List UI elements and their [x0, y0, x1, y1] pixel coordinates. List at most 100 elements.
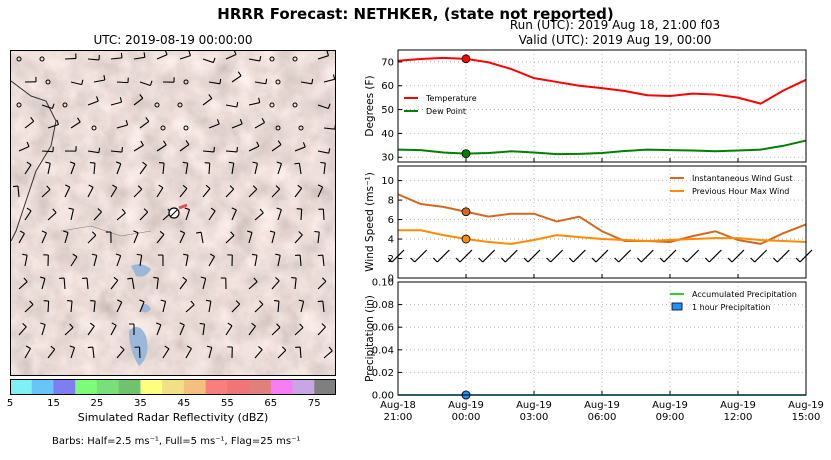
x-tick-label: 09:00	[656, 412, 685, 423]
current-time-marker	[461, 234, 471, 244]
wind-barb-flag	[19, 230, 25, 234]
wind-barb-flag	[795, 257, 801, 263]
wind-barb	[110, 325, 117, 336]
wind-barb	[225, 104, 237, 108]
colorbar-cell	[75, 379, 98, 395]
wind-barb	[277, 300, 280, 313]
plot-frame	[397, 165, 807, 279]
wind-barb-flag	[145, 117, 150, 122]
colorbar-cell	[96, 379, 120, 395]
colorbar-cell	[249, 379, 272, 395]
wind-barb	[254, 81, 266, 85]
wind-barb	[708, 249, 722, 263]
wind-barb-flag	[252, 161, 258, 164]
wind-barb	[294, 187, 303, 198]
x-tick-label: 12:00	[724, 412, 753, 423]
wind-barb-flag	[239, 118, 243, 125]
wind-barb	[156, 234, 165, 244]
wind-barb	[294, 327, 304, 336]
wind-barb-flag	[320, 161, 326, 164]
wind-barb-flag	[22, 253, 28, 256]
wind-barb-flag	[143, 208, 149, 213]
wind-barb-flag	[614, 257, 620, 263]
wind-barb	[300, 301, 305, 313]
wind-barb	[185, 255, 189, 267]
wind-barb-flag	[317, 254, 323, 257]
wind-barb-flag	[265, 78, 268, 84]
wind-barb-flag	[179, 322, 185, 326]
legend-label: Previous Hour Max Wind	[692, 187, 789, 196]
wind-barb-flag	[294, 162, 300, 165]
wind-barb	[156, 278, 159, 290]
wind-barb	[317, 104, 329, 110]
wind-barb-flag	[184, 207, 190, 211]
y-tick-label: 6	[388, 215, 394, 226]
wind-barb-flag	[142, 161, 147, 166]
wind-barb	[248, 145, 260, 152]
wind-barb	[208, 123, 220, 129]
wind-barb	[139, 211, 149, 221]
calm-marker	[183, 79, 189, 85]
wind-barb	[87, 58, 100, 61]
wind-barb-flag	[500, 257, 506, 263]
wind-barb-flag	[117, 299, 123, 303]
wind-barb	[139, 301, 145, 313]
wind-barb-flag	[25, 345, 31, 349]
wind-barb	[17, 185, 20, 198]
wind-barb	[231, 75, 242, 83]
colorbar-cell	[10, 379, 33, 395]
wind-barb-flag	[327, 103, 331, 109]
wind-barb-flag	[22, 323, 27, 328]
wind-barb	[248, 188, 258, 198]
colorbar-tick-label: 55	[220, 398, 234, 409]
wind-barb-flag	[326, 51, 330, 56]
legend-label: 1 hour Precipitation	[692, 303, 771, 312]
wind-barb-flag	[30, 116, 35, 122]
wind-barb	[254, 255, 258, 267]
wind-barb-flag	[317, 300, 323, 303]
wind-barb	[436, 249, 450, 263]
wind-barb-flag	[281, 346, 287, 351]
wind-barb	[294, 278, 297, 290]
calm-marker	[16, 56, 22, 62]
wind-barb	[162, 301, 167, 313]
wind-barb	[86, 277, 89, 290]
wind-barb-flag	[205, 184, 211, 189]
wind-barb	[225, 188, 235, 198]
wind-barb	[202, 278, 207, 290]
legend-label: Temperature	[425, 94, 477, 103]
wind-barb	[156, 324, 162, 336]
colorbar-cell	[140, 379, 163, 395]
calm-marker	[183, 125, 189, 131]
colorbar-tick-label: 75	[307, 398, 321, 409]
wind-barb	[93, 255, 98, 267]
wind-barb	[231, 123, 243, 129]
wind-barb-flag	[276, 323, 281, 328]
current-time-marker	[461, 207, 471, 217]
wind-barb-flag	[188, 51, 191, 56]
y-tick-label: 0.00	[372, 391, 394, 402]
chart-panel: 0 2 4 6 8 10 Wind Speed (ms⁻¹) Instantaneous Wi…	[364, 165, 813, 285]
wind-barb-flag	[200, 276, 206, 279]
calm-marker	[177, 102, 183, 108]
wind-barb	[300, 208, 303, 221]
calm-marker	[298, 125, 304, 131]
wind-barb-flag	[251, 253, 258, 256]
wind-barb-flag	[387, 257, 393, 263]
wind-barb-flag	[302, 142, 306, 148]
wind-barb	[116, 124, 128, 129]
y-tick-label: 2	[388, 254, 394, 265]
colorbar-cell	[183, 379, 207, 395]
wind-barb-flag	[568, 257, 574, 263]
wind-barb	[277, 255, 281, 267]
wind-barb	[271, 280, 280, 290]
wind-barb-flag	[160, 299, 166, 302]
wind-barb	[93, 162, 96, 175]
wind-barb	[300, 81, 312, 85]
wind-barb-flag	[51, 103, 55, 109]
wind-barb-flag	[164, 345, 170, 350]
wind-barb-flag	[87, 346, 93, 349]
wind-barb-flag	[156, 322, 162, 326]
wind-barb	[231, 163, 235, 175]
wind-barb	[208, 210, 216, 221]
